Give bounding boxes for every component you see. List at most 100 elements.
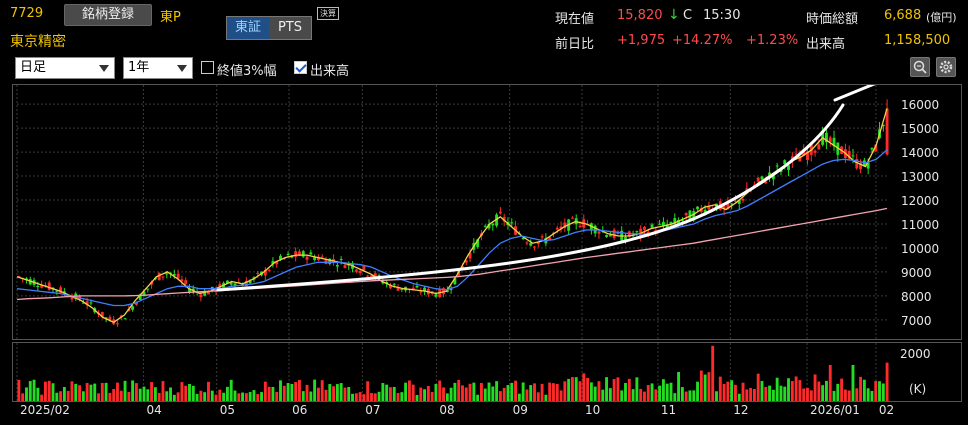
candle-body	[55, 290, 59, 292]
volume-bar	[146, 389, 150, 401]
volume-bar	[479, 382, 483, 401]
volume-bar	[699, 370, 703, 401]
volume-bar	[589, 382, 593, 401]
volume-bar	[658, 385, 662, 401]
price-chart[interactable]: 7000 8000 9000 10000 11000 12000 13000 14000 150…	[13, 85, 961, 339]
market-label: 東P	[160, 10, 181, 25]
volume-bar	[203, 392, 207, 401]
candle-body	[847, 150, 851, 159]
volume-bar	[472, 382, 476, 401]
volume-bar	[108, 392, 112, 401]
volume-bar	[464, 387, 468, 401]
x-tick-label: 2026/01	[810, 403, 860, 417]
volume-bar	[654, 389, 658, 401]
candle-body	[358, 271, 362, 273]
candle-body	[866, 162, 870, 169]
volume-bar	[426, 386, 430, 401]
candle-body	[40, 284, 44, 288]
volume-bar	[506, 385, 510, 401]
candle-body	[335, 264, 339, 267]
candle-body	[635, 231, 639, 233]
candle-body	[309, 252, 313, 255]
volume-bar	[855, 388, 859, 401]
volume-bar	[252, 390, 256, 401]
volume-bar	[605, 377, 608, 401]
zoom-button[interactable]	[910, 57, 930, 77]
x-tick-label: 06	[292, 403, 308, 417]
settings-button[interactable]	[936, 57, 956, 77]
candle-body	[328, 258, 332, 264]
candle-body	[108, 317, 112, 321]
candle-body	[62, 291, 66, 294]
volume-bar	[233, 390, 237, 401]
volume-bar	[525, 389, 529, 401]
volume-bar	[677, 371, 681, 401]
candle-body	[172, 274, 176, 276]
candle-body	[608, 235, 612, 237]
candle-body	[191, 288, 195, 291]
tab-pts[interactable]: PTS	[269, 17, 311, 39]
volume-bar	[339, 383, 343, 401]
volume-bar	[316, 387, 320, 401]
volume-bar	[112, 389, 116, 401]
ma-mid-line	[16, 149, 888, 307]
candle-body	[464, 260, 468, 263]
tab-tse[interactable]: 東証	[227, 17, 269, 39]
volume-bar	[404, 382, 408, 401]
volume-bar	[93, 383, 97, 401]
market-cap-label: 時価総額	[806, 12, 859, 27]
period-select[interactable]: 日足	[15, 57, 115, 79]
volume-bar	[70, 381, 74, 401]
candle-body	[370, 275, 373, 278]
volume-checkbox[interactable]	[294, 61, 307, 74]
volume-chart[interactable]	[13, 343, 961, 401]
volume-bar	[616, 377, 620, 401]
candle-body	[806, 151, 809, 161]
volume-bar	[104, 382, 108, 401]
close3-checkbox[interactable]	[201, 61, 214, 74]
volume-bar	[680, 387, 684, 401]
candle-body	[275, 261, 279, 265]
volume-bar	[59, 391, 63, 401]
volume-bar	[47, 380, 51, 401]
volume-bar	[290, 383, 294, 401]
y-tick-label: 8000	[901, 290, 932, 304]
range-select[interactable]: 1年	[123, 57, 193, 79]
volume-bar	[434, 383, 438, 401]
volume-bar	[552, 383, 555, 401]
candle-body	[771, 174, 775, 180]
candle-body	[825, 132, 828, 143]
candle-body	[855, 159, 859, 169]
price-chart-panel[interactable]	[12, 84, 962, 340]
candle-body	[332, 259, 336, 262]
candle-body	[673, 218, 677, 225]
candle-body	[570, 217, 574, 219]
volume-bar	[851, 365, 855, 401]
candle-body	[100, 311, 104, 318]
trend-annotation-arrow	[833, 85, 876, 102]
volume-bar	[570, 377, 574, 401]
volume-bar	[453, 382, 457, 401]
volume-bar	[248, 392, 252, 401]
x-tick-label: 04	[146, 403, 162, 417]
chevron-down-icon	[177, 65, 187, 72]
volume-bar	[32, 379, 36, 401]
volume-bar	[85, 382, 89, 401]
volume-bar	[749, 387, 753, 401]
volume-bar	[461, 385, 464, 401]
register-button[interactable]: 銘柄登録	[64, 4, 152, 26]
price-change: +1,975	[617, 33, 666, 48]
volume-bar	[563, 381, 567, 401]
candle-body	[578, 225, 582, 228]
volume-bar	[498, 391, 502, 401]
volume-bar	[650, 383, 654, 401]
volume-bar	[157, 392, 161, 401]
volume-bar	[81, 391, 85, 401]
candle-body	[874, 144, 878, 152]
volume-chart-panel[interactable]	[12, 342, 962, 402]
volume-bar	[665, 383, 669, 401]
volume-bar	[730, 380, 734, 401]
volume-bar	[821, 385, 825, 401]
settlement-badge[interactable]: 決算	[317, 7, 339, 20]
volume-bar	[608, 388, 612, 401]
